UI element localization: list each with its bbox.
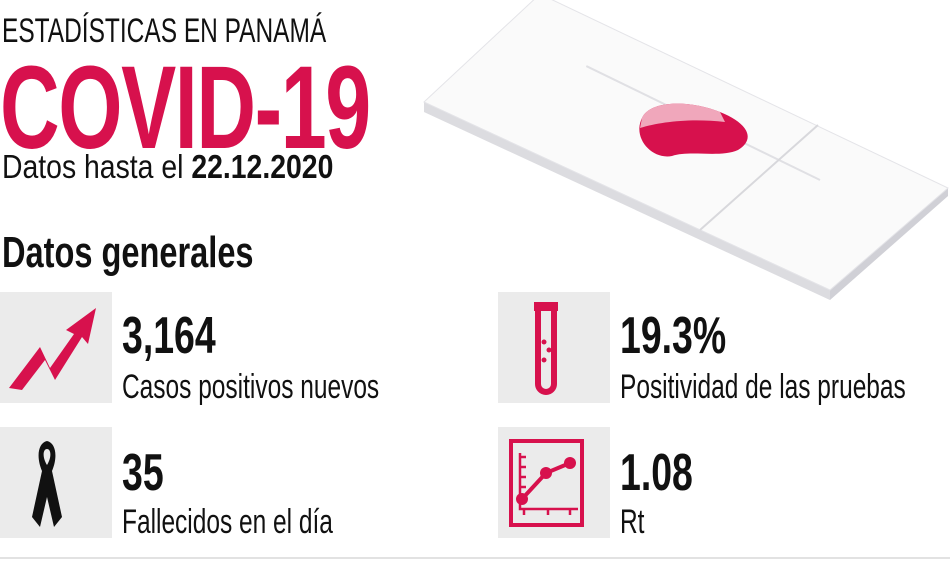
date-value: 22.12.2020 [191, 148, 334, 185]
bottom-divider [0, 557, 950, 559]
trend-up-arrow-icon [9, 308, 96, 390]
microscope-slide-illustration [423, 0, 949, 300]
trend-icon-box [0, 292, 112, 403]
date-prefix: Datos hasta el [2, 148, 184, 185]
stat-label: Positividad de las pruebas [620, 368, 906, 406]
stat-label: Fallecidos en el día [122, 503, 333, 541]
dateline: Datos hasta el 22.12.2020 [2, 148, 333, 186]
stat-value: 3,164 [122, 307, 216, 365]
stat-value: 35 [122, 444, 164, 502]
test-tube-icon [534, 302, 558, 395]
mourning-ribbon-icon [32, 441, 62, 527]
test-tube-icon-box [498, 292, 610, 403]
ribbon-icon-box [0, 427, 112, 538]
line-chart-icon [509, 439, 584, 527]
section-title: Datos generales [2, 228, 254, 277]
stat-label: Casos positivos nuevos [122, 368, 380, 406]
page-title: COVID-19 [0, 42, 371, 174]
stat-label: Rt [620, 503, 645, 541]
stat-value: 19.3% [620, 307, 727, 365]
kicker: ESTADÍSTICAS EN PANAMÁ [2, 12, 327, 50]
chart-icon-box [498, 427, 610, 538]
stat-value: 1.08 [620, 444, 693, 502]
